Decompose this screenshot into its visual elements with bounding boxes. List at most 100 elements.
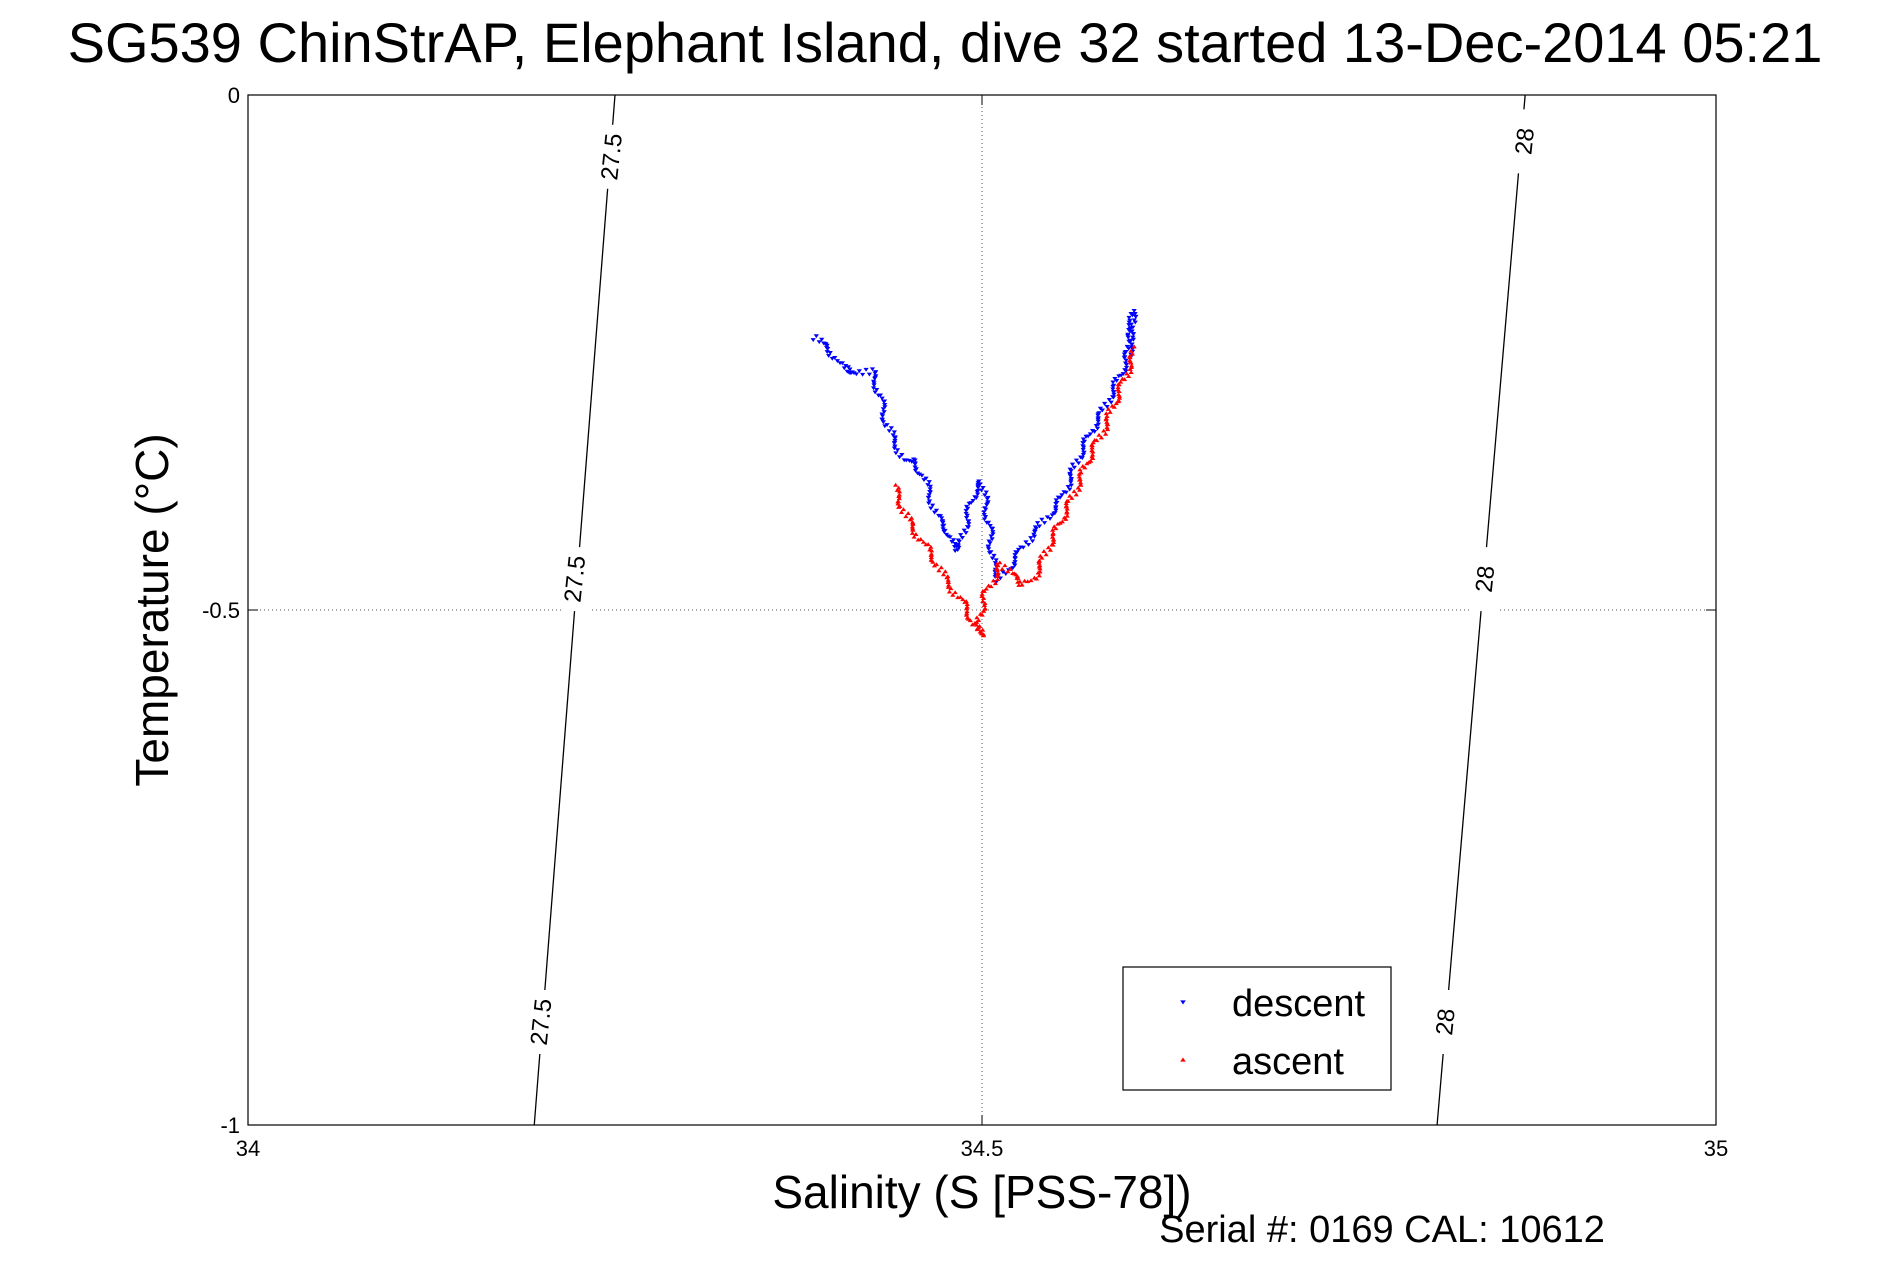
descent-point [1039, 517, 1045, 522]
descent-point [965, 519, 971, 524]
descent-point [1131, 308, 1137, 313]
ascent-point [1111, 404, 1117, 409]
descent-point [965, 525, 972, 530]
descent-point [1068, 480, 1074, 485]
descent-point [930, 503, 936, 508]
descent-point [1123, 350, 1129, 354]
ascent-point [1019, 582, 1025, 587]
ascent-point [1128, 370, 1134, 374]
isopycnal-lines: 27.5 27.5 27.5 28 28 28 [526, 94, 1540, 1126]
ascent-point [1069, 496, 1075, 500]
descent-point [925, 483, 931, 488]
descent-point [990, 526, 996, 531]
ascent-point [911, 534, 917, 539]
ascent-point [945, 577, 951, 582]
ascent-point [896, 496, 902, 501]
descent-point [941, 523, 947, 528]
legend-label-ascent: ascent [1232, 1041, 1344, 1083]
ascent-point [928, 553, 934, 557]
ascent-point [979, 591, 985, 596]
descent-point [1068, 469, 1074, 474]
ascent-point [893, 482, 899, 487]
descent-point [1031, 532, 1037, 537]
descent-point [963, 511, 969, 516]
descent-point [1126, 315, 1132, 320]
descent-point [1122, 361, 1129, 366]
descent-point [1126, 320, 1132, 325]
y-tick-label: -1 [220, 1113, 240, 1138]
descent-point [1081, 439, 1088, 444]
descent-point [892, 444, 898, 449]
axis-ticks: 34 34.5 35 -1 -0.5 0 [202, 83, 1728, 1161]
descent-point [940, 520, 946, 525]
ascent-point [1059, 519, 1065, 524]
ascent-point [1101, 428, 1107, 433]
legend-label-descent: descent [1232, 983, 1366, 1025]
descent-point [1108, 400, 1114, 405]
ascent-point [1025, 579, 1031, 584]
ascent-point [976, 618, 982, 623]
descent-point [856, 369, 862, 374]
descent-point [942, 528, 948, 533]
descent-point [1000, 570, 1006, 575]
descent-point [975, 488, 981, 493]
ascent-point [1071, 489, 1077, 494]
ascent-point [925, 542, 931, 546]
ascent-point [1116, 395, 1123, 400]
descent-point [1076, 461, 1082, 466]
descent-point [973, 496, 979, 501]
ascent-point [1103, 417, 1109, 422]
ascent-point [895, 499, 901, 504]
isopycnal-label-mask-0-2 [527, 990, 556, 1054]
descent-point [1111, 383, 1117, 388]
descent-point [870, 386, 877, 391]
descent-point [992, 561, 998, 566]
ascent-point [1104, 414, 1110, 419]
descent-point [1033, 526, 1039, 531]
ascent-point [1041, 549, 1047, 554]
descent-point [906, 458, 912, 463]
descent-point [1130, 332, 1136, 336]
ascent-point [1064, 506, 1070, 511]
legend-marker-descent [1180, 1000, 1186, 1005]
ascent-point [1073, 492, 1079, 497]
descent-point [966, 522, 972, 527]
descent-point [1053, 498, 1059, 503]
descent-point [1110, 390, 1117, 395]
ascent-point [992, 581, 998, 586]
descent-point [892, 438, 898, 443]
ascent-point [969, 622, 976, 627]
ascent-point [1005, 569, 1011, 574]
ascent-point [1115, 392, 1122, 397]
descent-point [927, 487, 933, 492]
y-tick-label: 0 [228, 83, 240, 108]
descent-point [1023, 540, 1029, 545]
ascent-point [974, 626, 981, 631]
descent-point [882, 405, 888, 410]
descent-point [978, 488, 985, 493]
isopycnal-label: 27.5 [559, 554, 591, 603]
ascent-point [898, 510, 905, 514]
ascent-point [1116, 382, 1122, 387]
descent-point [1071, 465, 1077, 470]
descent-point [989, 556, 996, 561]
ascent-point [1036, 564, 1042, 569]
ascent-point [1128, 365, 1135, 370]
ascent-point [997, 560, 1003, 565]
descent-point [866, 372, 873, 377]
ascent-point [1103, 411, 1109, 416]
descent-point [884, 423, 890, 427]
ascent-point [905, 511, 911, 516]
descent-point [913, 467, 919, 472]
ascent-point [896, 494, 902, 498]
descent-point [1125, 335, 1131, 340]
descent-point [1010, 566, 1016, 571]
descent-point [985, 495, 991, 500]
descent-point [1012, 553, 1018, 558]
ascent-point [1036, 558, 1042, 563]
ascent-point [980, 599, 986, 603]
ascent-point [1127, 355, 1133, 360]
descent-point [826, 353, 832, 358]
descent-point [980, 486, 986, 490]
descent-point [843, 364, 849, 368]
